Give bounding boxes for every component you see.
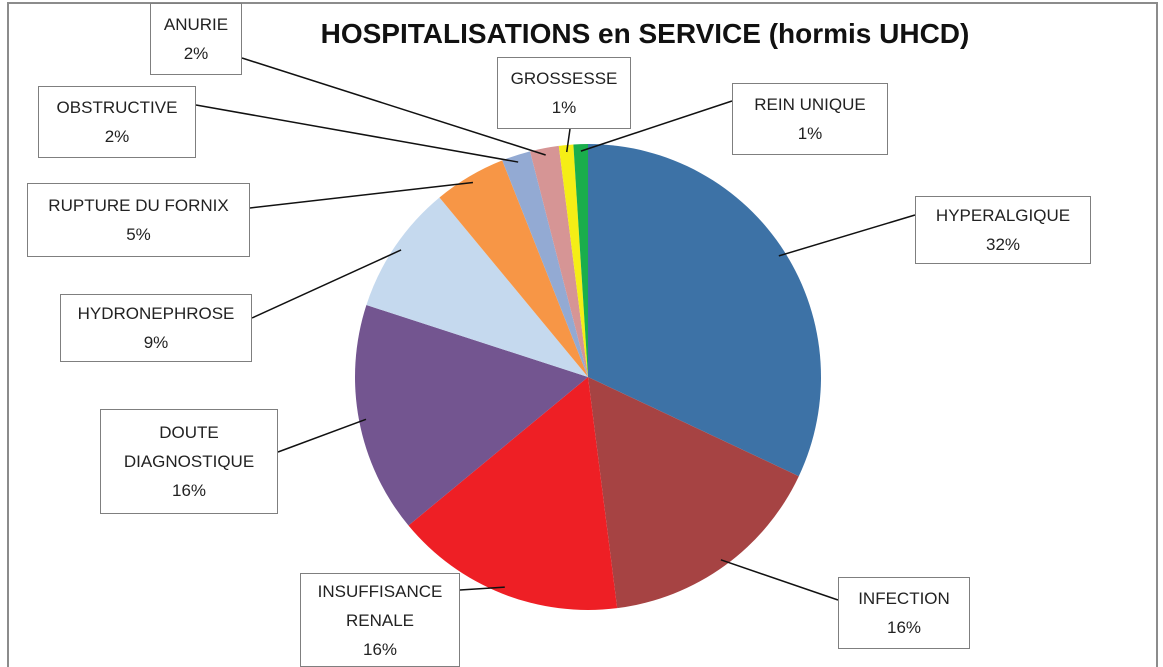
pie-slice <box>355 304 588 526</box>
label-value: 5% <box>126 225 151 244</box>
leader-line <box>778 214 916 257</box>
label-value: 32% <box>985 235 1021 254</box>
pie-slice <box>502 151 588 377</box>
data-label: HYPERALGIQUE 32% <box>915 196 1091 264</box>
label-category: DOUTE DIAGNOSTIQUE <box>123 423 255 471</box>
label-category: HYPERALGIQUE <box>935 206 1071 225</box>
label-value: 1% <box>797 124 823 143</box>
label-category: ANURIE <box>163 15 229 34</box>
label-category: INSUFFISANCE RENALE <box>317 581 443 630</box>
data-label: RUPTURE DU FORNIX 5% <box>27 183 250 257</box>
leader-line <box>241 57 546 156</box>
label-category: GROSSESSE <box>510 69 618 88</box>
leader-line <box>459 586 505 591</box>
label-value: 9% <box>143 333 169 352</box>
data-label: INSUFFISANCE RENALE 16% <box>300 573 460 667</box>
label-value: 16% <box>886 618 922 637</box>
pie-slice <box>366 197 588 377</box>
data-label: OBSTRUCTIVE 2% <box>38 86 196 158</box>
pie-slice <box>530 145 588 377</box>
pie-slice <box>588 377 799 609</box>
label-value: 16% <box>362 639 398 659</box>
leader-line <box>720 559 839 601</box>
pie-slice <box>408 377 618 610</box>
leader-line <box>565 128 571 153</box>
label-category: RUPTURE DU FORNIX <box>48 196 229 215</box>
label-value: 16% <box>171 481 207 500</box>
label-value: 1% <box>551 98 577 117</box>
leader-line <box>580 100 733 152</box>
label-value: 2% <box>104 127 130 146</box>
pie-slice <box>573 144 588 377</box>
label-category: REIN UNIQUE <box>754 95 866 114</box>
label-value: 2% <box>183 44 209 63</box>
data-label: DOUTE DIAGNOSTIQUE 16% <box>100 409 278 514</box>
data-label: ANURIE 2% <box>150 3 242 75</box>
data-label: INFECTION 16% <box>838 577 970 649</box>
leader-line <box>251 249 402 319</box>
label-category: INFECTION <box>858 589 950 608</box>
leader-line <box>195 104 519 163</box>
pie-slice <box>558 144 588 377</box>
chart-title: HOSPITALISATIONS en SERVICE (hormis UHCD… <box>320 18 970 49</box>
leader-line <box>249 181 474 209</box>
frame <box>7 2 1158 667</box>
data-label: GROSSESSE 1% <box>497 57 631 129</box>
data-label: REIN UNIQUE 1% <box>732 83 888 155</box>
label-category: OBSTRUCTIVE <box>56 98 178 117</box>
leader-line <box>277 418 367 453</box>
pie-slice <box>588 144 821 477</box>
label-category: HYDRONEPHROSE <box>77 304 235 323</box>
data-label: HYDRONEPHROSE 9% <box>60 294 252 362</box>
pie-slice <box>439 160 588 377</box>
